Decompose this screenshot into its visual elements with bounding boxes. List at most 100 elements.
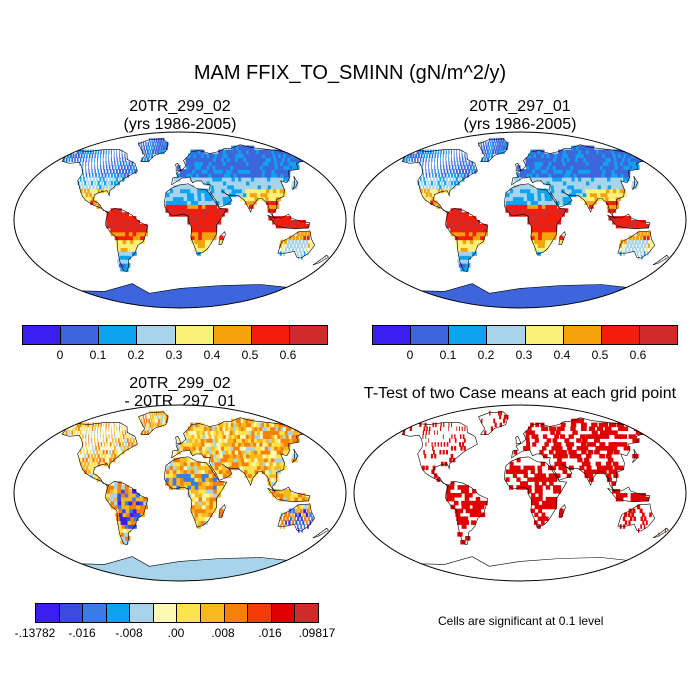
- grid-cell: [194, 493, 200, 498]
- grid-cell: [194, 243, 199, 248]
- grid-cell: [121, 489, 126, 494]
- grid-cell: [294, 512, 298, 518]
- grid-cell: [118, 442, 121, 447]
- grid-cell: [72, 153, 75, 159]
- grid-cell: [135, 223, 141, 229]
- grid-cell: [458, 169, 461, 174]
- grid-cell: [531, 434, 536, 439]
- grid-cell: [124, 223, 130, 229]
- grid-cell: [509, 200, 514, 205]
- grid-cell: [637, 496, 642, 502]
- grid-cell: [111, 430, 112, 435]
- coastline-uk: [175, 435, 182, 445]
- grid-cell: [80, 461, 83, 467]
- grid-cell: [208, 477, 214, 482]
- grid-cell: [191, 496, 196, 502]
- grid-cell: [267, 449, 274, 455]
- grid-cell: [169, 208, 174, 213]
- grid-cell: [272, 469, 278, 475]
- grid-cell: [215, 200, 221, 205]
- grid-cell: [306, 235, 310, 241]
- grid-cell: [472, 235, 478, 241]
- grid-cell: [249, 465, 256, 471]
- grid-cell: [465, 231, 470, 237]
- grid-cell: [311, 243, 314, 248]
- grid-cell: [506, 141, 509, 147]
- grid-cell: [198, 231, 203, 237]
- grid-cell: [449, 165, 451, 170]
- grid-cell: [284, 239, 287, 245]
- grid-cell: [235, 430, 241, 435]
- grid-cell: [121, 153, 123, 159]
- colorbar-diff-swatch: [295, 604, 318, 622]
- grid-cell: [95, 173, 97, 178]
- grid-cell: [205, 500, 210, 506]
- grid-cell: [212, 204, 218, 209]
- grid-cell: [253, 465, 259, 471]
- grid-cell: [607, 176, 614, 182]
- coastline-namerica: [61, 149, 138, 213]
- grid-cell: [436, 176, 439, 182]
- grid-cell: [532, 149, 537, 155]
- grid-cell: [635, 235, 640, 241]
- grid-cell: [248, 165, 254, 170]
- colorbar-diff-label: .016: [258, 626, 282, 640]
- grid-cell: [89, 149, 92, 155]
- grid-cell: [449, 176, 452, 182]
- grid-cell: [459, 255, 465, 260]
- grid-cell: [259, 188, 265, 194]
- grid-cell: [422, 157, 425, 162]
- grid-cell: [238, 461, 244, 467]
- grid-cell: [642, 239, 645, 245]
- grid-cell: [544, 157, 550, 162]
- grid-cell: [631, 184, 638, 190]
- grid-cell: [642, 512, 645, 518]
- grid-cell: [541, 504, 546, 510]
- grid-cell: [623, 251, 626, 256]
- grid-cell: [605, 196, 611, 202]
- grid-cell: [194, 469, 199, 475]
- grid-cell: [461, 223, 466, 229]
- grid-cell: [463, 516, 469, 521]
- grid-cell: [600, 176, 607, 182]
- grid-cell: [434, 157, 436, 162]
- grid-cell: [183, 469, 188, 475]
- panel-title-ttest: T-Test of two Case means at each grid po…: [355, 385, 685, 403]
- grid-cell: [119, 255, 125, 260]
- grid-cell: [139, 504, 145, 510]
- grid-cell: [172, 469, 178, 475]
- grid-cell: [202, 157, 207, 162]
- grid-cell: [193, 157, 198, 162]
- grid-cell: [560, 184, 566, 190]
- grid-cell: [468, 493, 473, 498]
- grid-cell: [531, 227, 536, 233]
- grid-cell: [567, 184, 573, 190]
- grid-cell: [118, 239, 124, 245]
- grid-cell: [87, 188, 90, 194]
- grid-cell: [287, 239, 291, 245]
- grid-cell: [208, 235, 213, 241]
- grid-cell: [221, 430, 227, 435]
- grid-cell: [460, 173, 463, 178]
- grid-cell: [421, 149, 425, 155]
- grid-cell: [229, 453, 235, 459]
- grid-cell: [440, 422, 442, 428]
- grid-cell: [85, 465, 89, 471]
- grid-cell: [79, 157, 82, 162]
- grid-cell: [461, 485, 466, 490]
- grid-cell: [611, 208, 617, 213]
- grid-cell: [561, 176, 567, 182]
- grid-cell: [594, 184, 600, 190]
- grid-cell: [209, 176, 214, 182]
- grid-cell: [559, 239, 564, 245]
- grid-cell: [105, 430, 107, 435]
- grid-cell: [202, 212, 207, 217]
- coastline-nz: [652, 254, 669, 266]
- grid-cell: [484, 157, 487, 162]
- grid-cell: [145, 426, 148, 432]
- grid-cell: [476, 235, 482, 241]
- grid-cell: [228, 434, 234, 439]
- grid-cell: [513, 184, 518, 190]
- grid-cell: [219, 239, 224, 245]
- grid-cell: [599, 180, 605, 186]
